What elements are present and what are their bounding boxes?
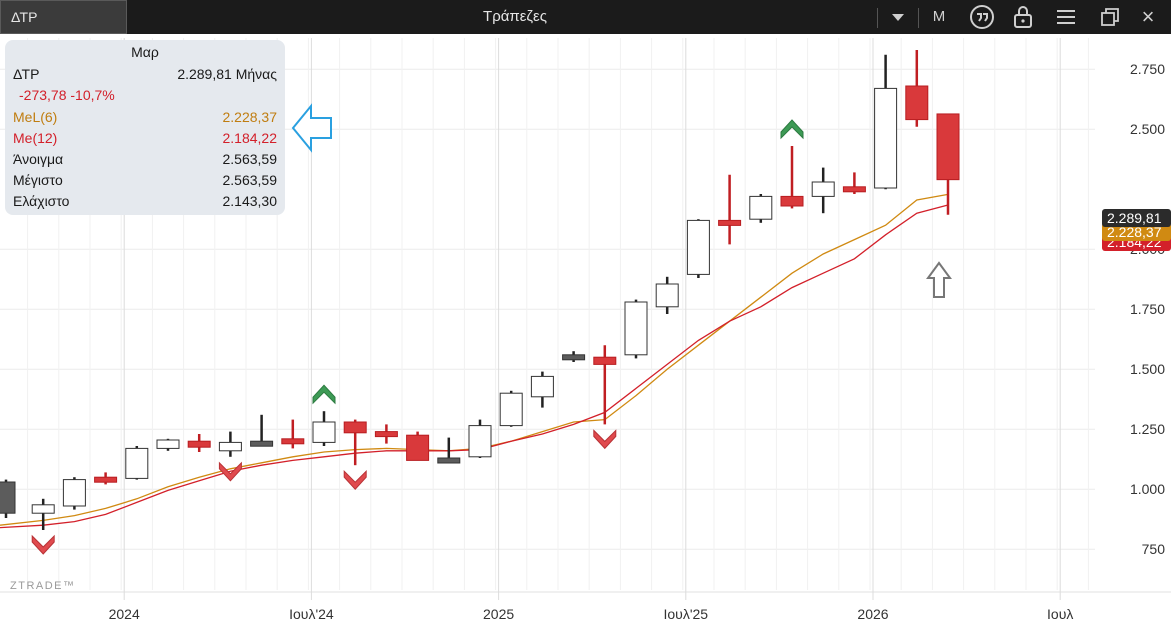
candle-body: [374, 431, 398, 438]
x-tick-label: Ιουλ'25: [664, 606, 709, 622]
x-tick-label: 2026: [857, 606, 888, 622]
candle-body: [686, 219, 710, 275]
price-label-box: [1102, 223, 1171, 241]
price-label-box: [1102, 209, 1171, 227]
buy-signal-icon: [780, 119, 804, 140]
info-ma-label: Me(12): [13, 130, 58, 146]
lock-icon[interactable]: [1006, 0, 1040, 34]
info-ma-long-value: 2.228,37: [222, 109, 278, 125]
candle-body: [874, 87, 898, 189]
candle-body: [250, 440, 274, 447]
y-tick-label: 1.750: [1130, 301, 1165, 317]
x-tick-label: Ιουλ: [1047, 606, 1073, 622]
x-tick-label: Ιουλ'24: [289, 606, 334, 622]
candle-body: [125, 447, 149, 479]
restore-icon[interactable]: [1092, 0, 1128, 34]
y-tick-label: 750: [1142, 541, 1166, 557]
info-panel: Μαρ ΔΤΡ 2.289,81 Μήνας -273,78 -10,7% Me…: [5, 40, 285, 215]
info-period: Μήνας: [235, 66, 277, 82]
candle-body: [406, 434, 430, 461]
info-last-value: 2.289,81: [177, 66, 232, 82]
caret-down-icon[interactable]: [880, 0, 916, 34]
candle-body: [94, 476, 118, 483]
y-tick-label: 2.750: [1130, 61, 1165, 77]
y-tick-label: 2.500: [1130, 121, 1165, 137]
buy-signal-icon: [312, 384, 336, 405]
y-tick-label: 1.250: [1130, 421, 1165, 437]
x-tick-label: 2024: [109, 606, 140, 622]
candle-body: [156, 439, 180, 449]
title-bar: ΔΤΡ Τράπεζες M ×: [0, 0, 1171, 34]
candle-body: [718, 219, 742, 226]
candle-body: [811, 181, 835, 197]
price-labels: 2.184,222.228,372.289,81: [1102, 209, 1171, 251]
close-icon[interactable]: ×: [1141, 4, 1155, 29]
info-symbol: ΔΤΡ: [13, 66, 40, 82]
sell-signal-icon: [31, 534, 55, 555]
x-tick-label: 2025: [483, 606, 514, 622]
sell-signal-icon: [593, 429, 617, 450]
candle-body: [905, 85, 929, 121]
period-button[interactable]: M: [932, 8, 946, 25]
info-high-value: 2.563,59: [222, 172, 278, 188]
candle-body: [187, 440, 211, 448]
menu-icon[interactable]: [1048, 0, 1084, 34]
info-date: Μαρ: [131, 44, 159, 60]
info-change: -273,78 -10,7%: [19, 87, 115, 103]
candle-body: [655, 283, 679, 308]
price-label: 2.228,37: [1107, 224, 1162, 240]
sell-signal-icon: [343, 469, 367, 490]
candle-body: [562, 354, 586, 361]
ma-line-short: [0, 204, 949, 529]
up-arrow-icon: [926, 261, 952, 298]
candle-body: [62, 479, 86, 507]
candle-body: [468, 425, 492, 458]
info-open-value: 2.563,59: [222, 151, 278, 167]
x-axis: 2024 Ιουλ'24 2025 Ιουλ'25 2026 Ιουλ: [109, 606, 1074, 622]
candle-body: [530, 375, 554, 398]
info-open-label: Άνοιγμα: [13, 151, 64, 167]
y-tick-label: 1.500: [1130, 361, 1165, 377]
candle-body: [437, 457, 461, 464]
candle-body: [312, 421, 336, 443]
info-arrow-icon: [291, 103, 332, 153]
info-ma-long-label: MeL(6): [13, 109, 58, 125]
candle-body: [936, 113, 960, 181]
candles: [0, 50, 960, 530]
info-low-label: Ελάχιστο: [13, 193, 70, 209]
toolbar-separator: [918, 8, 919, 28]
candle-body: [842, 186, 866, 193]
info-ma-value: 2.184,22: [222, 130, 278, 146]
watermark: ZTRADE™: [10, 580, 76, 592]
candle-body: [624, 301, 648, 356]
candle-body: [593, 356, 617, 365]
candle-body: [281, 438, 305, 445]
candle-body: [343, 421, 367, 434]
info-high-label: Μέγιστο: [13, 172, 63, 188]
window-title: Τράπεζες: [483, 8, 547, 25]
candle-body: [749, 195, 773, 220]
toolbar-separator: [877, 8, 878, 28]
candle-body: [218, 441, 242, 452]
info-low-value: 2.143,30: [222, 193, 278, 209]
y-tick-label: 1.000: [1130, 481, 1165, 497]
candle-body: [499, 392, 523, 427]
symbol-input[interactable]: ΔΤΡ: [0, 0, 127, 34]
signals: [31, 119, 804, 555]
candle-body: [0, 481, 16, 514]
candle-body: [31, 504, 55, 514]
sell-signal-icon: [218, 461, 242, 482]
candle-body: [780, 195, 804, 207]
quote-icon[interactable]: [964, 0, 1000, 34]
price-label: 2.289,81: [1107, 210, 1162, 226]
